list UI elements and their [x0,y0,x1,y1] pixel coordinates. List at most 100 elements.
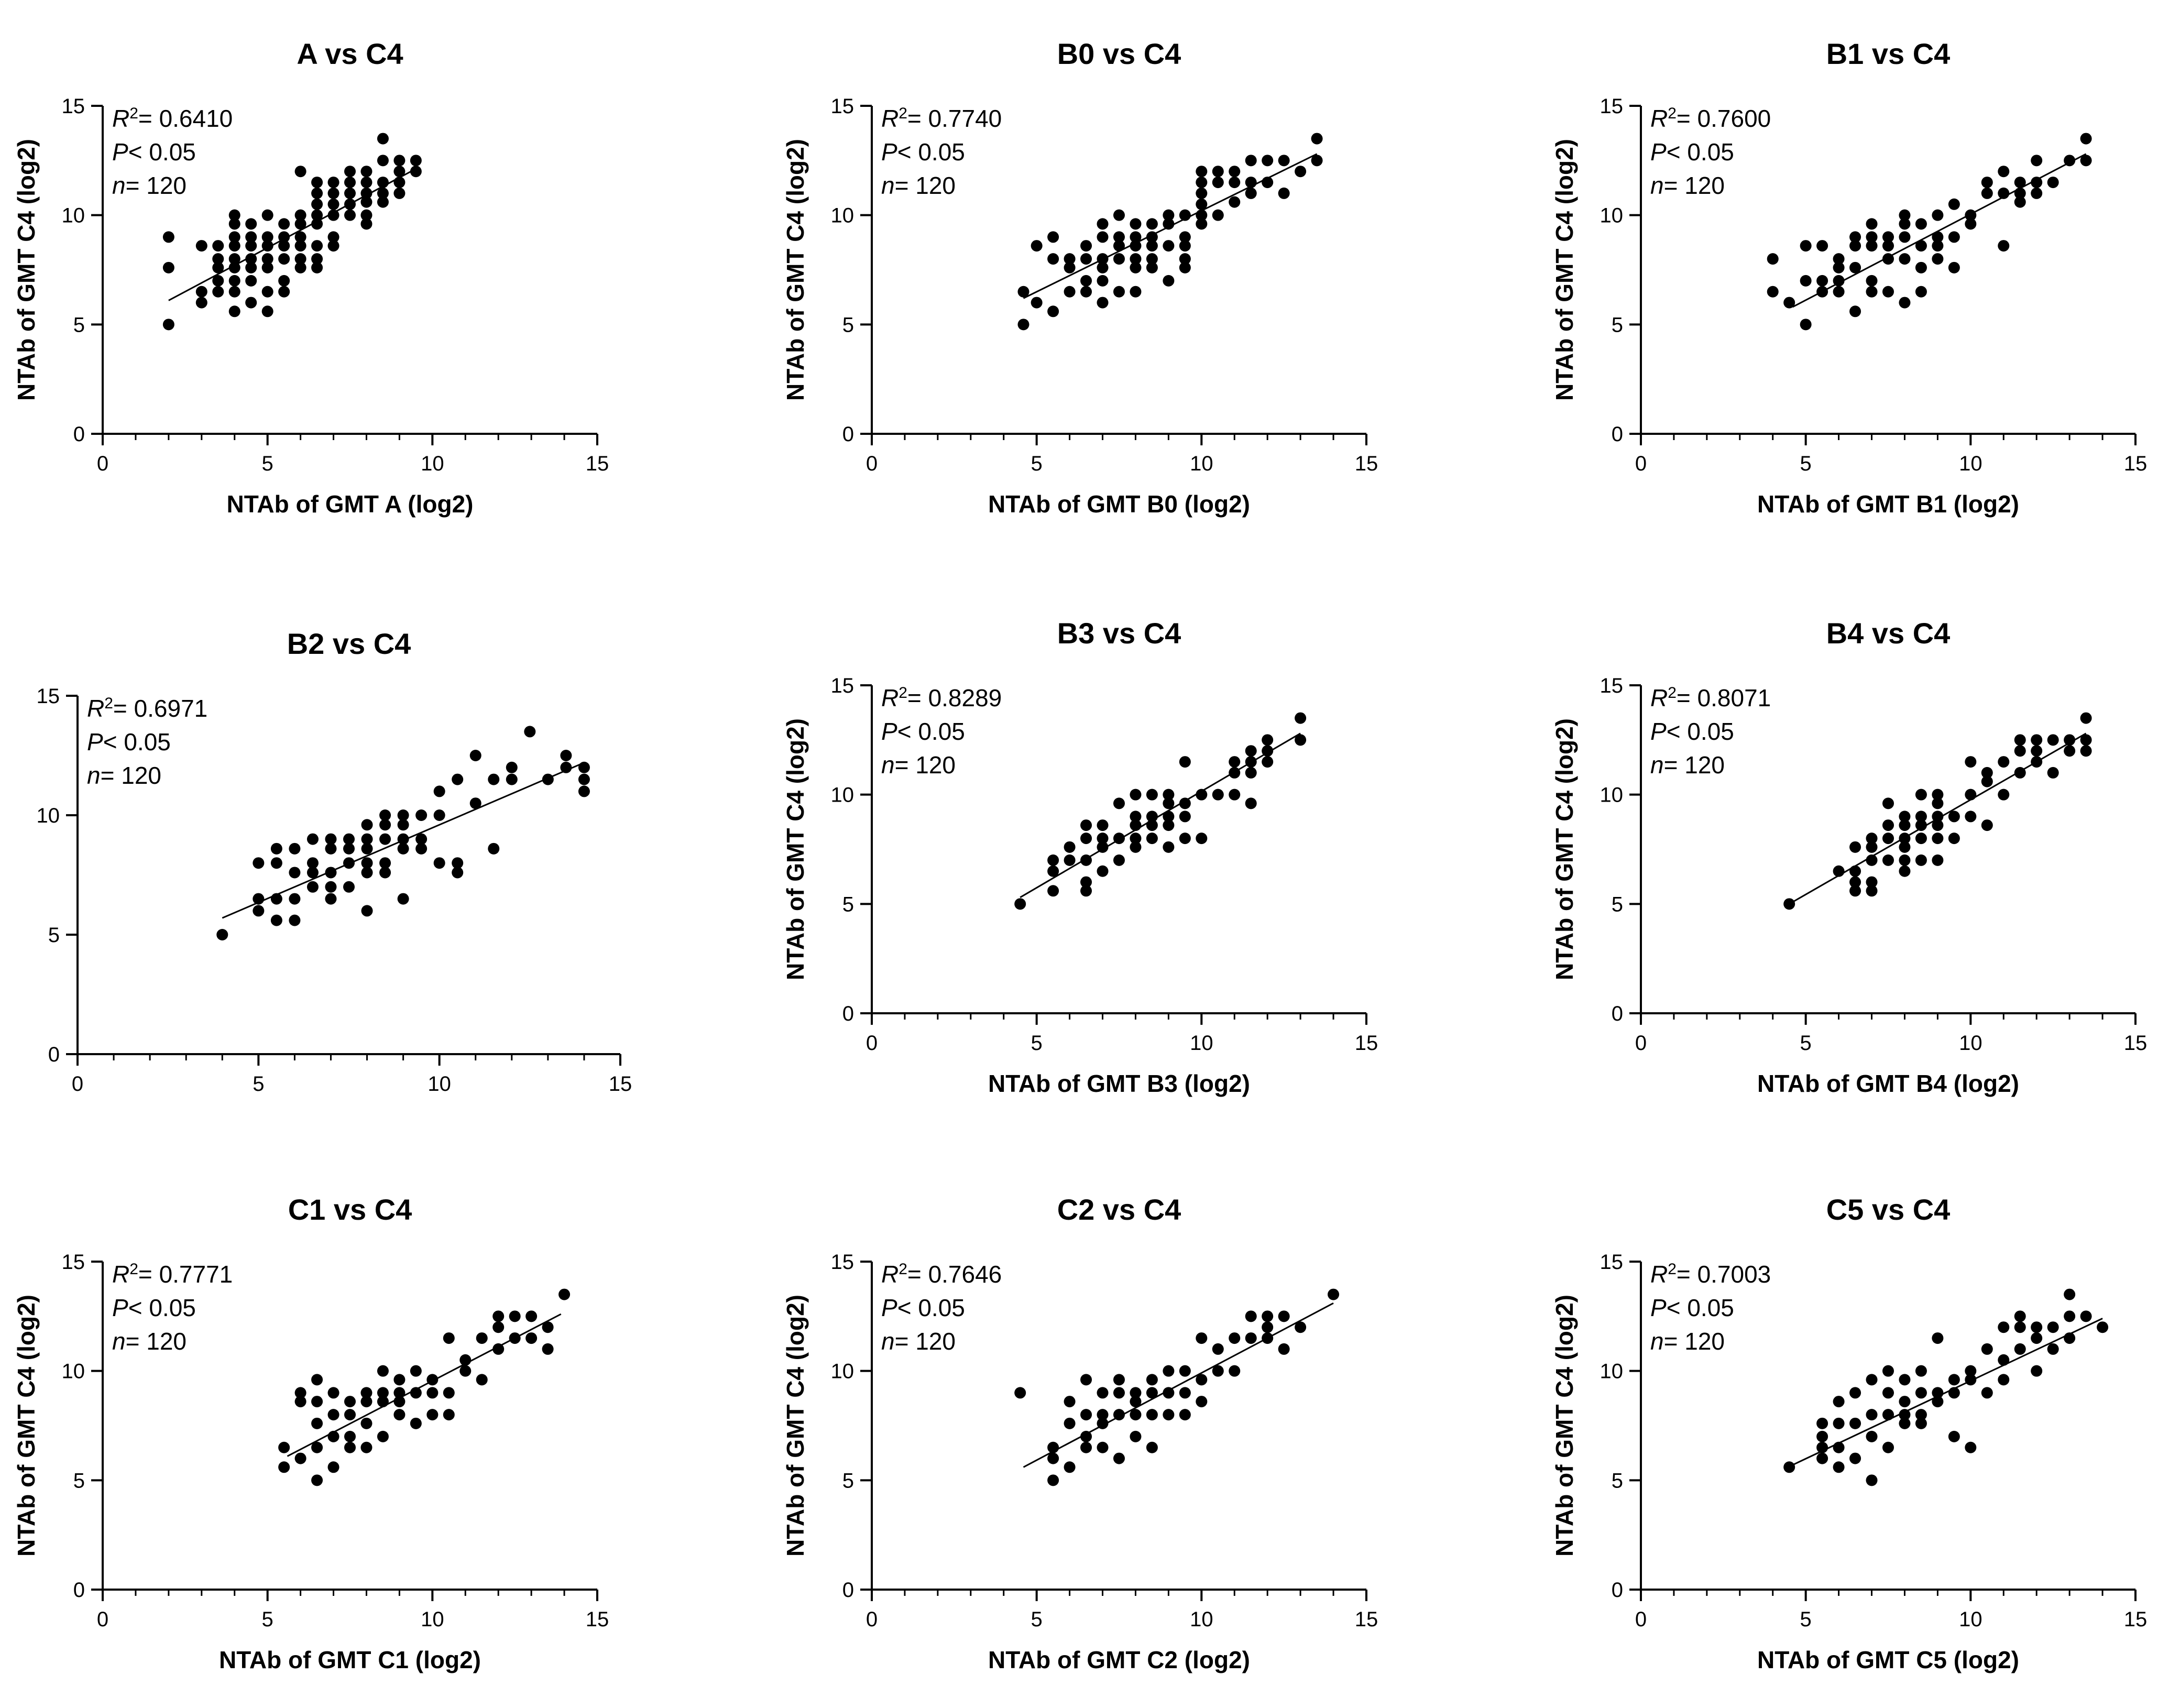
p-value-annotation: P< 0.05 [87,728,171,756]
data-point [1212,177,1224,189]
y-axis-label: NTAb of GMT C4 (log2) [13,1295,40,1557]
y-tick-label: 15 [1600,1251,1624,1274]
data-point [1146,1374,1158,1386]
r-squared-superscript: 2 [129,1261,138,1278]
data-point [212,240,224,252]
data-point [1262,1321,1274,1333]
x-tick-label: 10 [428,1072,451,1096]
data-point [2031,177,2043,189]
y-tick-label: 10 [831,204,855,227]
data-point [1899,1374,1911,1386]
data-point [289,914,301,926]
x-tick-label: 0 [72,1072,83,1096]
data-point [410,1365,422,1377]
data-point [1981,187,1993,199]
data-point [228,261,240,273]
data-point [426,1409,439,1421]
y-tick-label: 10 [62,1360,85,1383]
n-value: = 120 [1664,1328,1725,1355]
data-point [245,231,257,243]
data-point [306,857,319,869]
data-point [1064,1417,1076,1429]
data-point [343,833,355,845]
data-point [1882,1409,1894,1421]
data-point [1816,275,1828,287]
data-point [1800,319,1812,331]
data-point [397,819,409,831]
data-point [1113,1387,1125,1399]
data-point [1998,240,2010,252]
data-point [1163,209,1175,221]
data-point [469,750,481,761]
data-point [492,1310,505,1322]
chart-panel-6: B4 vs C4 0 5 10 15 0 5 10 15 NTAb of GMT B4 (log2… [1551,617,2147,1097]
data-point [377,196,389,208]
data-point [344,177,356,189]
data-point [443,1409,455,1421]
p-value: < 0.05 [1667,1294,1734,1321]
data-point [1146,789,1158,801]
data-point [2014,1343,2026,1355]
data-point [2047,1343,2059,1355]
data-point [1849,1387,1861,1399]
data-point [1816,1441,1828,1453]
y-tick-label: 0 [73,423,85,446]
y-tick-label: 10 [37,804,60,827]
data-point [306,833,319,845]
data-point [1965,1365,1977,1377]
data-point [1014,898,1026,910]
data-point [1262,177,1274,189]
data-point [1866,1430,1878,1442]
data-point [1179,833,1191,845]
data-point [162,319,174,331]
data-point [426,1387,439,1399]
data-point [327,1387,339,1399]
y-tick-label: 0 [73,1579,85,1602]
data-point [1097,297,1109,309]
data-point [228,231,240,243]
x-tick-label: 0 [866,1608,878,1631]
y-tick-label: 15 [37,685,60,708]
data-point [542,1321,554,1333]
data-point [245,297,257,309]
x-tick-label: 0 [1635,452,1647,475]
x-axis-label: NTAb of GMT C1 (log2) [219,1646,481,1673]
data-point [2014,177,2026,189]
data-point [410,155,422,167]
data-point [306,867,319,879]
data-point [1047,253,1059,265]
y-tick-label: 5 [73,313,85,336]
data-point [1965,789,1977,801]
data-point [1130,789,1142,801]
data-point [261,209,273,221]
data-point [1816,240,1828,252]
r-squared-value: = 0.7771 [138,1261,233,1288]
data-point [2064,1288,2076,1300]
data-point [2031,1321,2043,1333]
data-point [1783,297,1795,309]
r-squared-superscript: 2 [899,684,907,702]
data-point [1047,865,1059,877]
data-point [1245,187,1257,199]
data-point [2080,133,2092,145]
x-tick-label: 5 [1800,452,1812,475]
data-point [393,1396,406,1408]
data-point [377,187,389,199]
data-point [253,857,265,869]
data-point [311,253,323,265]
data-point [1196,198,1208,210]
data-point [2014,1310,2026,1322]
data-point [343,881,355,893]
data-point [1080,1409,1092,1421]
data-point [1262,756,1274,768]
data-point [1932,854,1944,866]
data-point [1998,1354,2010,1366]
x-tick-label: 5 [1800,1608,1812,1631]
regression-line [168,166,420,301]
y-tick-label: 0 [1612,1579,1623,1602]
data-point [212,275,224,287]
data-point [1816,286,1828,298]
data-point [360,166,373,178]
r-squared-annotation: R2= 0.7771 [112,1261,233,1288]
